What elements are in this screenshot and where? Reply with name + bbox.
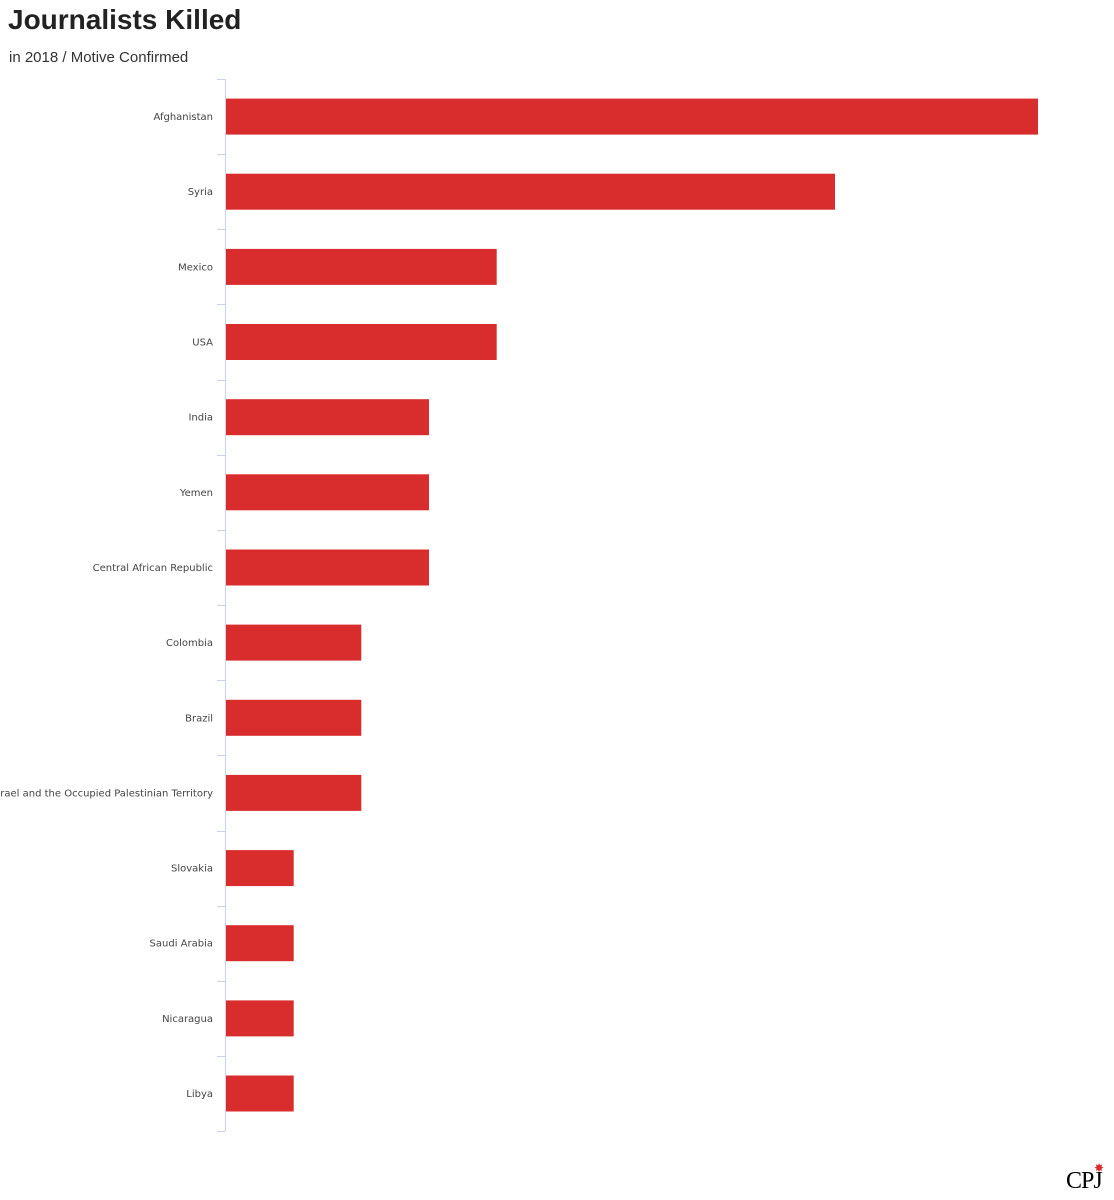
category-label: Saudi Arabia: [150, 939, 213, 950]
bar: [226, 1075, 294, 1112]
cpj-logo-text: CPJ: [1066, 1168, 1103, 1194]
category-label: Slovakia: [171, 864, 213, 875]
bar: [226, 549, 429, 586]
category-label: Yemen: [179, 488, 213, 499]
bar: [226, 624, 362, 661]
bar: [226, 1000, 294, 1037]
bar: [226, 699, 362, 736]
bar: [226, 925, 294, 962]
cpj-logo[interactable]: CPJ ✸: [1066, 1162, 1104, 1196]
category-label: Syria: [188, 187, 213, 198]
category-label: USA: [192, 338, 213, 349]
category-label: Brazil: [185, 713, 213, 724]
bar: [226, 399, 429, 436]
category-label: Israel and the Occupied Palestinian Terr…: [0, 788, 213, 799]
bar: [226, 324, 497, 360]
category-label: Libya: [186, 1089, 213, 1100]
category-label: Nicaragua: [162, 1014, 213, 1025]
category-label: Afghanistan: [153, 112, 213, 123]
category-label: Mexico: [178, 262, 213, 273]
chart-title: Journalists Killed: [8, 4, 242, 35]
bar: [226, 474, 429, 511]
category-label: Colombia: [166, 638, 213, 649]
bar: [226, 98, 1038, 135]
bar: [226, 248, 497, 285]
bar: [226, 774, 362, 811]
chart-subtitle: in 2018 / Motive Confirmed: [9, 49, 189, 66]
category-label: Central African Republic: [93, 563, 213, 574]
star-icon: ✸: [1094, 1161, 1105, 1175]
bar: [226, 173, 835, 210]
category-label: India: [188, 413, 213, 424]
bar-chart: Afghanistan Syria Mexico USA India Yemen Centr…: [0, 79, 1038, 1132]
bar: [226, 850, 294, 887]
